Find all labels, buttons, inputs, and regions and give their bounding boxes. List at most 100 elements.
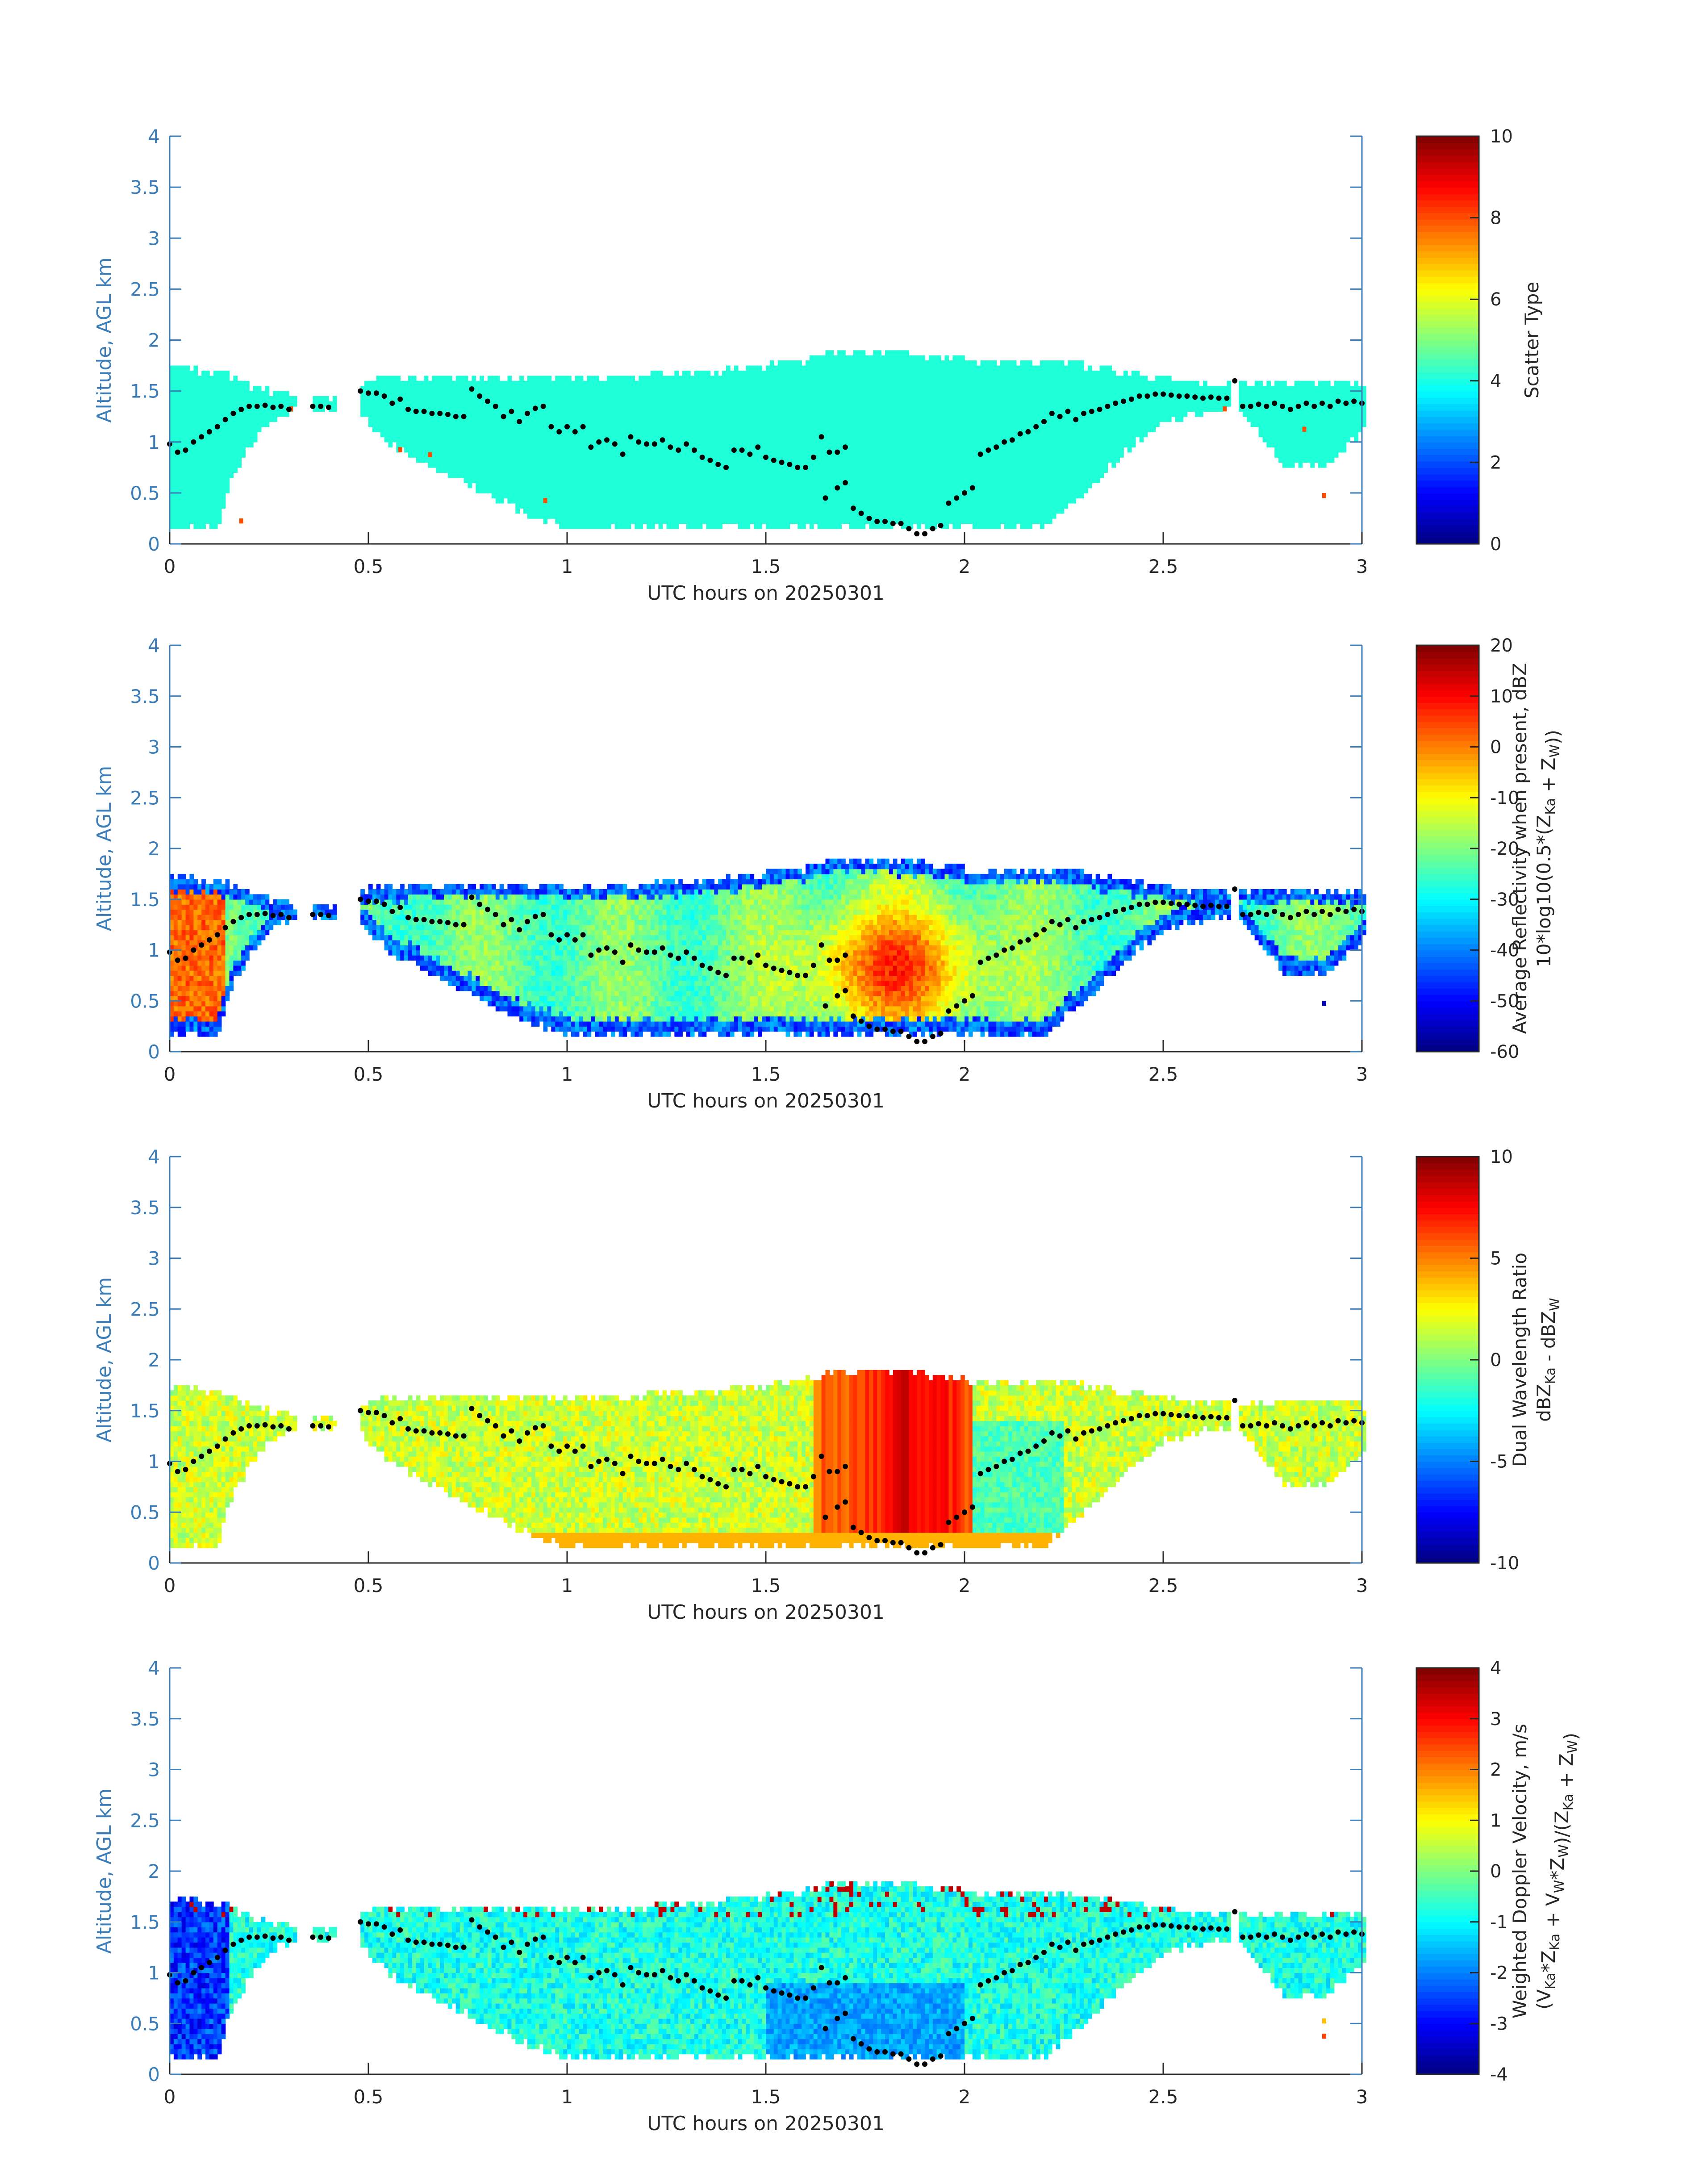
heatmap-cell [547, 396, 552, 402]
heatmap-cell [785, 452, 790, 458]
heatmap-cell [726, 513, 731, 519]
heatmap-cell [833, 483, 838, 489]
heatmap-cell [217, 396, 222, 402]
heatmap-cell [424, 452, 429, 458]
heatmap-cell [360, 396, 365, 402]
heatmap-cell [173, 477, 178, 483]
heatmap-cell [551, 442, 556, 447]
heatmap-cell [773, 391, 778, 397]
heatmap-cell [595, 472, 599, 478]
heatmap-cell [472, 452, 476, 458]
heatmap-cell [821, 508, 826, 514]
heatmap-cell [455, 426, 460, 432]
heatmap-cell [201, 498, 206, 504]
heatmap-cell [488, 477, 492, 483]
heatmap-cell [626, 437, 631, 443]
heatmap-cell [515, 488, 520, 493]
heatmap-cell [690, 498, 695, 504]
heatmap-cell [424, 442, 429, 447]
heatmap-cell [539, 406, 544, 412]
heatmap-cell [531, 442, 536, 447]
heatmap-cell [734, 401, 739, 407]
heatmap-cell [666, 376, 671, 381]
heatmap-cell [173, 452, 178, 458]
heatmap-cell [789, 488, 794, 493]
heatmap-cell [956, 376, 961, 381]
heatmap-cell [785, 360, 790, 366]
heatmap-cell [897, 437, 902, 443]
heatmap-cell [746, 391, 751, 397]
heatmap-cell [893, 498, 898, 504]
heatmap-cell [468, 406, 472, 412]
heatmap-cell [400, 386, 405, 392]
heatmap-cell [464, 391, 468, 397]
heatmap-cell [881, 391, 885, 397]
heatmap-cell [802, 426, 806, 432]
heatmap-cell [853, 422, 858, 427]
heatmap-cell [710, 498, 715, 504]
heatmap-cell [932, 422, 937, 427]
heatmap-cell [221, 401, 226, 407]
heatmap-cell [639, 422, 643, 427]
heatmap-cell [877, 447, 881, 453]
heatmap-cell [769, 360, 774, 366]
heatmap-cell [416, 447, 421, 453]
heatmap-cell [448, 396, 452, 402]
heatmap-cell [404, 416, 409, 422]
heatmap-cell [420, 416, 425, 422]
heatmap-cell [647, 523, 651, 529]
heatmap-cell [793, 503, 798, 509]
heatmap-cell [595, 513, 599, 519]
heatmap-cell [905, 503, 910, 509]
heatmap-cell [444, 422, 448, 427]
heatmap-cell [944, 355, 949, 361]
heatmap-cell [583, 437, 588, 443]
heatmap-cell [821, 488, 826, 493]
heatmap-cell [932, 477, 937, 483]
heatmap-cell [766, 386, 770, 392]
heatmap-cell [845, 437, 850, 443]
heatmap-cell [428, 447, 433, 453]
heatmap-cell [833, 518, 838, 524]
heatmap-cell [380, 416, 385, 422]
heatmap-cell [722, 380, 727, 386]
heatmap-cell [213, 447, 218, 453]
heatmap-cell [217, 518, 222, 524]
heatmap-cell [682, 371, 687, 376]
heatmap-cell [873, 371, 877, 376]
heatmap-cell [968, 513, 973, 519]
heatmap-cell [738, 401, 743, 407]
heatmap-cell [686, 401, 691, 407]
heatmap-cell [897, 457, 902, 463]
heatmap-cell [726, 396, 731, 402]
heatmap-cell [802, 411, 806, 417]
heatmap-cell [825, 376, 830, 381]
heatmap-cell [714, 493, 718, 499]
heatmap-cell [237, 401, 242, 407]
heatmap-cell [384, 416, 389, 422]
heatmap-cell [734, 416, 739, 422]
heatmap-cell [368, 406, 373, 412]
heatmap-cell [591, 437, 596, 443]
heatmap-cell [603, 447, 607, 453]
heatmap-cell [480, 477, 484, 483]
heatmap-cell [928, 447, 933, 453]
heatmap-cell [639, 437, 643, 443]
heatmap-cell [845, 371, 850, 376]
heatmap-cell [877, 411, 881, 417]
heatmap-cell [754, 452, 758, 458]
heatmap-cell [694, 426, 699, 432]
heatmap-cell [849, 437, 854, 443]
heatmap-cell [631, 406, 635, 412]
heatmap-cell [769, 447, 774, 453]
heatmap-cell [857, 483, 862, 489]
heatmap-cell [626, 498, 631, 504]
heatmap-cell [722, 401, 727, 407]
heatmap-cell [789, 437, 794, 443]
heatmap-cell [742, 396, 747, 402]
heatmap-cell [277, 391, 281, 397]
heatmap-cell [639, 493, 643, 499]
heatmap-cell [849, 477, 854, 483]
heatmap-cell [837, 360, 842, 366]
heatmap-cell [925, 371, 929, 376]
